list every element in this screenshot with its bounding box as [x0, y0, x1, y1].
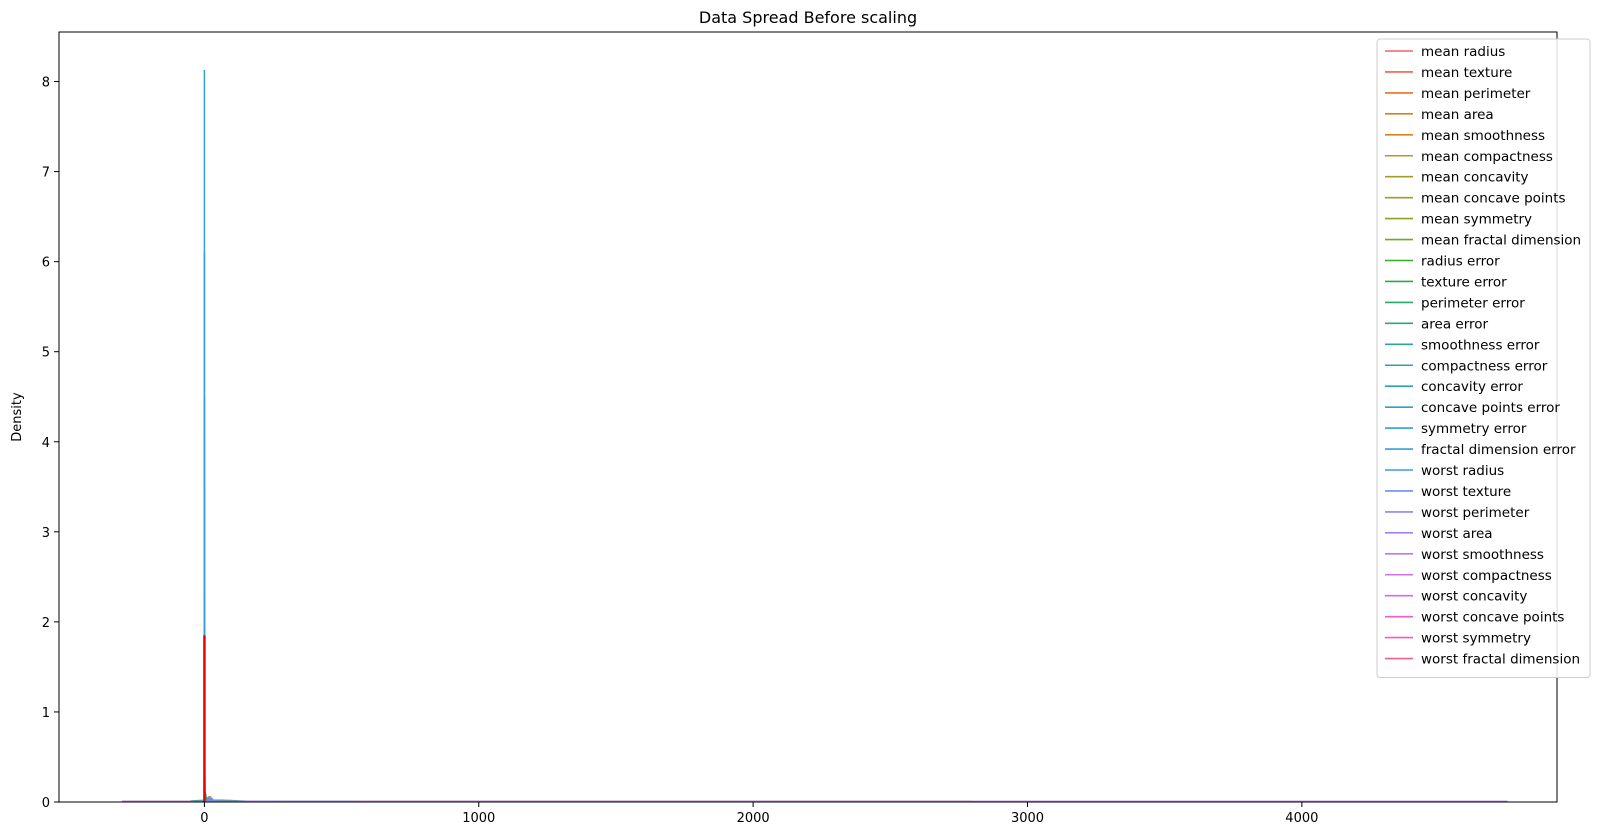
legend-label-16: concavity error [1421, 379, 1523, 395]
legend-label-15: compactness error [1421, 358, 1548, 374]
x-tick-label-2: 2000 [737, 811, 770, 826]
legend-label-23: worst area [1421, 526, 1493, 542]
plot-frame [58, 31, 1558, 803]
series-layer [122, 69, 1508, 803]
legend-label-11: texture error [1421, 274, 1507, 290]
legend-label-9: mean fractal dimension [1421, 233, 1581, 249]
legend-label-7: mean concave points [1421, 191, 1566, 207]
legend-label-25: worst compactness [1421, 568, 1552, 584]
y-tick-label-6: 6 [42, 256, 50, 271]
legend-box [1376, 38, 1591, 678]
legend-label-27: worst concave points [1421, 610, 1564, 626]
legend-label-18: symmetry error [1421, 421, 1527, 437]
y-tick-label-8: 8 [42, 76, 50, 91]
y-tick-label-0: 0 [42, 796, 50, 811]
legend-label-29: worst fractal dimension [1421, 652, 1580, 668]
legend-label-8: mean symmetry [1421, 212, 1532, 228]
legend-label-6: mean concavity [1421, 170, 1529, 186]
legend-label-20: worst radius [1421, 463, 1504, 479]
x-tick-label-3: 3000 [1011, 811, 1044, 826]
legend-label-13: area error [1421, 316, 1489, 332]
y-tick-label-4: 4 [42, 436, 50, 451]
legend-label-21: worst texture [1421, 484, 1511, 500]
y-tick-label-7: 7 [42, 166, 50, 181]
x-tick-label-4: 4000 [1285, 811, 1318, 826]
x-tick-label-0: 0 [200, 811, 208, 826]
y-axis-ticks: 0 1 2 3 4 5 6 7 8 [42, 76, 59, 811]
legend-label-26: worst concavity [1421, 589, 1527, 605]
legend-label-28: worst symmetry [1421, 631, 1531, 647]
chart-title: Data Spread Before scaling [699, 8, 917, 27]
legend-label-14: smoothness error [1421, 337, 1540, 353]
legend-label-10: radius error [1421, 254, 1500, 270]
legend-label-0: mean radius [1421, 44, 1505, 60]
legend-label-24: worst smoothness [1421, 547, 1544, 563]
legend-label-22: worst perimeter [1421, 505, 1530, 521]
y-tick-label-5: 5 [42, 346, 50, 361]
legend-label-5: mean compactness [1421, 149, 1553, 165]
y-tick-label-3: 3 [42, 526, 50, 541]
legend-label-4: mean smoothness [1421, 128, 1545, 144]
legend: mean radius mean texture mean perimeter mea… [1376, 38, 1591, 678]
legend-label-1: mean texture [1421, 65, 1512, 81]
x-tick-label-1: 1000 [462, 811, 495, 826]
legend-label-2: mean perimeter [1421, 86, 1531, 102]
legend-label-3: mean area [1421, 107, 1494, 123]
x-axis-ticks: 0 1000 2000 3000 4000 [200, 802, 1318, 826]
legend-label-17: concave points error [1421, 400, 1560, 416]
legend-label-12: perimeter error [1421, 295, 1525, 311]
y-tick-label-1: 1 [42, 706, 50, 721]
y-axis-label: Density [10, 392, 25, 442]
legend-label-19: fractal dimension error [1421, 442, 1576, 458]
y-tick-label-2: 2 [42, 616, 50, 631]
